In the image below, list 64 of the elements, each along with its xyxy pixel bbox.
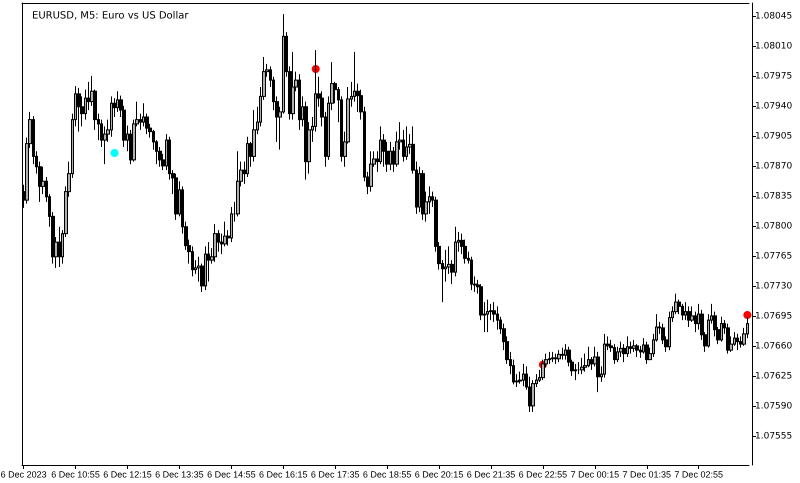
y-tick-label: 1.07905: [755, 132, 792, 142]
candlestick: [548, 351, 551, 364]
x-tick-label: 7 Dec 01:35: [622, 470, 672, 480]
x-tick-label: 6 Dec 13:35: [155, 470, 204, 480]
candlestick: [204, 246, 207, 291]
candlestick: [726, 323, 730, 354]
y-tick-label: 1.07695: [755, 312, 792, 322]
candlestick: [687, 306, 691, 328]
candlestick: [405, 126, 408, 160]
candlestick: [574, 363, 577, 381]
y-tick-label: 1.07975: [755, 72, 792, 82]
candlestick: [421, 170, 425, 220]
candlestick: [77, 87, 81, 132]
candlestick: [720, 316, 723, 342]
y-tick-label: 1.07555: [755, 432, 792, 442]
candlestick: [389, 141, 392, 171]
x-tick-label: 6 Dec 10:55: [51, 470, 100, 480]
candlestick: [681, 303, 684, 321]
candlestick: [580, 357, 584, 375]
y-tick-label: 1.07835: [755, 192, 792, 202]
candlestick: [557, 350, 561, 363]
candlestick: [58, 226, 61, 268]
candlestick: [736, 333, 739, 351]
candlestick: [298, 74, 301, 130]
text: EURUSD, M5: Euro vs US Dollar: [32, 10, 190, 22]
candlestick: [252, 110, 256, 162]
y-tick-label: 1.07765: [755, 252, 792, 262]
candlestick: [645, 341, 649, 364]
x-tick-label: 6 Dec 2023: [0, 470, 47, 480]
y-tick-label: 1.08045: [755, 12, 792, 22]
x-tick-label: 7 Dec 02:55: [674, 470, 723, 480]
candlestick: [213, 224, 217, 262]
y-tick-label: 1.07590: [755, 402, 792, 412]
x-tick-label: 6 Dec 18:55: [362, 470, 412, 480]
candlestick: [561, 347, 564, 360]
y-tick-label: 1.07940: [755, 102, 792, 112]
candlestick: [551, 351, 554, 363]
x-tick-label: 6 Dec 16:15: [258, 470, 308, 480]
y-tick-label: 1.07730: [755, 282, 792, 292]
y-tick-label: 1.08010: [755, 42, 792, 52]
candlestick: [496, 306, 499, 330]
x-tick-label: 6 Dec 17:35: [310, 470, 360, 480]
candlestick: [486, 299, 489, 333]
x-tick-label: 6 Dec 20:15: [414, 470, 464, 480]
candlestick: [554, 353, 558, 364]
candlestick: [613, 344, 616, 364]
candlestick: [291, 51, 295, 120]
point: [110, 149, 118, 157]
point: [743, 311, 752, 319]
x-tick-label: 6 Dec 12:15: [103, 470, 152, 480]
x-tick-label: 6 Dec 22:55: [518, 470, 568, 480]
y-tick-label: 1.07660: [755, 342, 792, 352]
y-tick-label: 1.07870: [755, 162, 792, 172]
y-tick-label: 1.07625: [755, 372, 792, 382]
candlestick: [522, 363, 525, 387]
candlestick: [587, 346, 590, 368]
candlestick: [603, 333, 606, 378]
x-tick-label: 7 Dec 00:15: [570, 470, 620, 480]
candlestick: [174, 173, 178, 220]
candlestick: [369, 150, 373, 192]
x-tick-label: 6 Dec 21:35: [466, 470, 516, 480]
candlestick: [635, 344, 639, 358]
x-tick-label: 6 Dec 14:55: [207, 470, 256, 480]
y-tick-label: 1.07800: [755, 222, 792, 232]
